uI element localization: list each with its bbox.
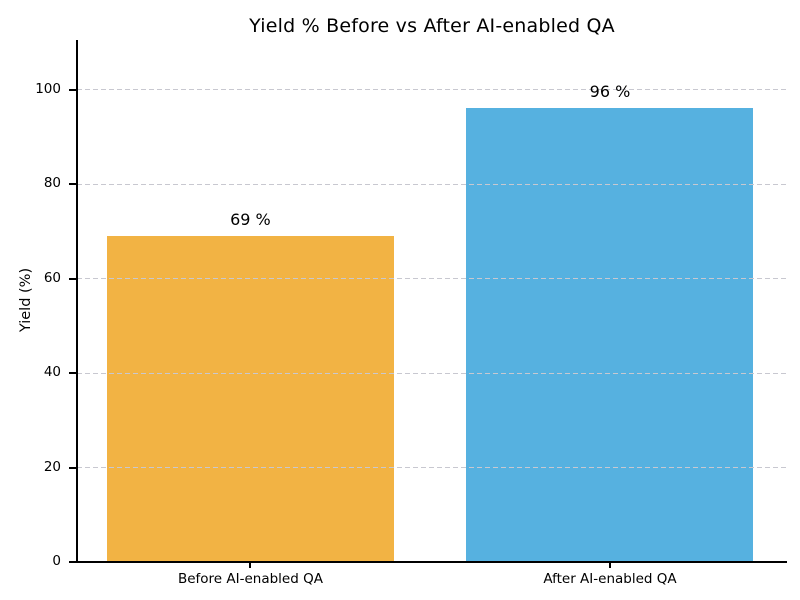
y-tick-label: 40 xyxy=(43,364,61,381)
y-tick-mark xyxy=(69,372,76,375)
x-tick-label: After AI-enabled QA xyxy=(543,571,677,587)
x-tick-label: Before AI-enabled QA xyxy=(177,571,323,587)
y-tick-label: 60 xyxy=(43,269,61,286)
bar-value-label: 96 % xyxy=(589,82,631,102)
gridline-y-60 xyxy=(77,278,787,280)
gridline-y-80 xyxy=(77,183,787,185)
y-tick-mark xyxy=(69,183,76,186)
bar-after xyxy=(466,108,754,562)
x-tick-mark xyxy=(249,562,252,568)
y-axis-spine xyxy=(76,40,78,563)
chart-title: Yield % Before vs After AI-enabled QA xyxy=(249,15,615,37)
y-tick-label: 80 xyxy=(43,175,61,192)
bar-value-label: 69 % xyxy=(230,210,271,230)
x-tick-mark xyxy=(608,562,611,568)
bar-before xyxy=(106,236,394,562)
y-tick-mark xyxy=(69,88,76,91)
y-tick-mark xyxy=(69,277,76,280)
gridline-y-40 xyxy=(77,372,787,374)
gridline-y-100 xyxy=(77,89,787,91)
y-tick-label: 20 xyxy=(43,458,61,475)
y-tick-label: 100 xyxy=(35,80,61,97)
y-tick-mark xyxy=(69,466,76,469)
x-axis-spine xyxy=(76,561,787,563)
y-tick-mark xyxy=(69,561,76,563)
plot-area: 0 20 40 60 80 100 69 % Before AI-enabled QA 96 %… xyxy=(35,40,787,587)
y-tick-label: 0 xyxy=(52,553,61,569)
gridline-y-20 xyxy=(77,467,787,469)
